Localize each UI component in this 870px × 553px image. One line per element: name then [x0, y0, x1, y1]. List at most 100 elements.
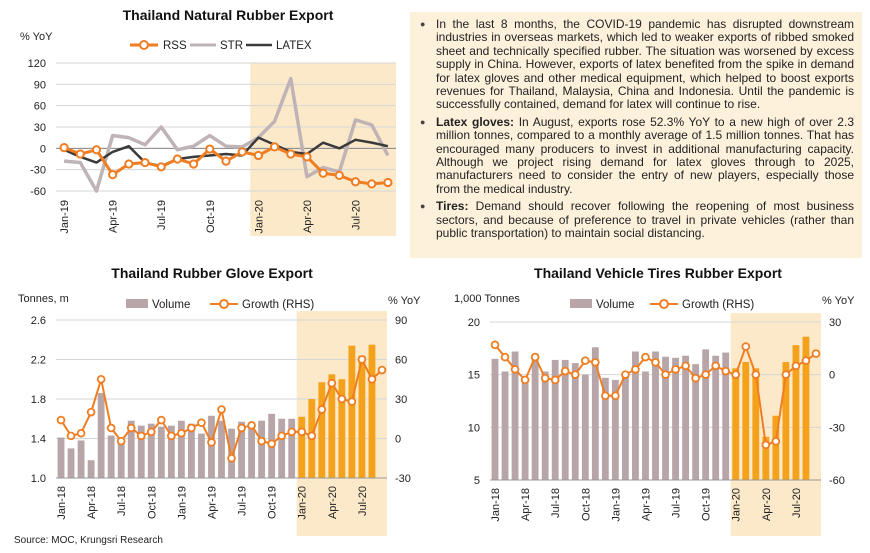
x-tick-label: Jan-19	[176, 486, 188, 520]
data-point-rss	[156, 162, 166, 172]
growth-point	[681, 361, 690, 371]
data-point-rss	[221, 156, 231, 166]
volume-bar	[491, 358, 499, 480]
volume-bar	[601, 377, 609, 480]
volume-bar	[762, 436, 770, 480]
y2-axis-label: % YoY	[822, 295, 855, 307]
growth-point	[157, 415, 166, 425]
bullet-heading: Latex gloves:	[436, 114, 515, 129]
y-axis-label: 1,000 Tonnes	[454, 293, 520, 305]
y-tick-label: 120	[28, 58, 46, 70]
growth-point	[76, 428, 86, 438]
growth-point	[66, 431, 76, 441]
x-tick-label: Oct-19	[267, 486, 279, 519]
volume-bar	[802, 336, 810, 480]
data-point-rss	[189, 159, 199, 169]
data-point-rss	[140, 157, 150, 168]
volume-bar	[642, 371, 649, 480]
x-tick-label: Apr-19	[108, 200, 120, 233]
growth-point	[357, 355, 367, 364]
growth-point	[601, 391, 610, 401]
volume-bar	[328, 374, 336, 478]
volume-bar	[187, 423, 195, 478]
x-tick-label: Jan-19	[610, 488, 622, 522]
growth-point	[377, 365, 387, 375]
growth-point	[207, 438, 216, 447]
data-point-rss	[302, 152, 312, 162]
y-tick-label: 20	[468, 317, 480, 329]
volume-bar	[258, 420, 266, 478]
volume-bar	[621, 372, 629, 480]
volume-bar	[278, 418, 286, 478]
x-tick-label: Jul-20	[791, 488, 803, 518]
volume-bar	[167, 425, 175, 478]
x-tick-label: Jul-20	[351, 200, 363, 230]
y-tick-label: 30	[34, 122, 46, 134]
data-point-rss	[59, 143, 69, 153]
growth-point	[257, 436, 266, 446]
volume-bar	[682, 355, 690, 480]
chart-title: Thailand Vehicle Tires Rubber Export	[534, 265, 782, 281]
y-tick-label: 2.6	[31, 315, 46, 327]
commentary-box: In the last 8 months, the COVID-19 pande…	[410, 12, 862, 258]
y2-tick-label: -60	[829, 475, 845, 487]
x-tick-label: Oct-18	[146, 486, 158, 519]
growth-point	[510, 365, 520, 374]
growth-point	[771, 437, 781, 446]
data-point-rss	[253, 150, 263, 161]
legend-label-growth: Growth (RHS)	[682, 299, 754, 311]
x-tick-label: Jan-20	[253, 200, 265, 234]
y2-tick-label: 0	[395, 434, 401, 446]
x-tick-label: Oct-18	[580, 488, 592, 521]
volume-bar	[531, 353, 539, 480]
volume-bar	[318, 382, 326, 478]
y-tick-label: 1.0	[31, 473, 46, 485]
volume-bar	[368, 344, 376, 478]
growth-point	[721, 366, 731, 376]
y-tick-label: 0	[40, 143, 46, 155]
x-tick-label: Apr-19	[640, 488, 652, 521]
y2-tick-label: 30	[395, 394, 407, 406]
growth-point	[177, 428, 186, 438]
x-tick-label: Oct-19	[205, 200, 217, 233]
data-point-rss	[350, 177, 361, 187]
volume-bar	[338, 379, 346, 478]
growth-point	[167, 431, 176, 441]
growth-point	[126, 423, 136, 433]
x-tick-label: Jan-18	[56, 486, 68, 520]
data-point-rss	[367, 179, 377, 189]
volume-bar	[107, 435, 115, 478]
data-point-rss	[318, 168, 328, 178]
chart-legend: Volume Growth (RHS)	[570, 299, 754, 311]
growth-point	[307, 431, 317, 441]
series-line-latex	[63, 136, 389, 168]
volume-bar	[117, 438, 125, 478]
x-tick-label: Jul-19	[237, 486, 249, 516]
growth-point	[227, 453, 236, 463]
data-point-rss	[124, 159, 134, 169]
growth-point	[570, 370, 580, 379]
growth-point	[337, 394, 347, 404]
growth-point	[811, 349, 821, 358]
growth-point	[560, 366, 570, 376]
volume-bar	[672, 357, 679, 480]
growth-point	[86, 407, 96, 417]
x-tick-label: Jul-20	[357, 486, 369, 516]
volume-bar	[77, 440, 85, 478]
volume-bar	[67, 448, 75, 478]
x-tick-label: Jan-18	[490, 488, 502, 522]
growth-point	[247, 421, 256, 430]
volume-bar	[652, 351, 659, 480]
growth-point	[96, 374, 106, 384]
growth-point	[631, 365, 640, 374]
volume-bar	[581, 374, 589, 480]
growth-point	[661, 370, 670, 379]
volume-bar	[87, 460, 95, 478]
volume-bar	[541, 371, 549, 480]
growth-point	[277, 431, 286, 441]
growth-point	[540, 373, 550, 383]
y-tick-label: 60	[34, 101, 46, 113]
y-axis-label: Tonnes, m	[18, 293, 69, 305]
y2-tick-label: 90	[395, 315, 407, 327]
y2-axis-label: % YoY	[388, 295, 421, 307]
